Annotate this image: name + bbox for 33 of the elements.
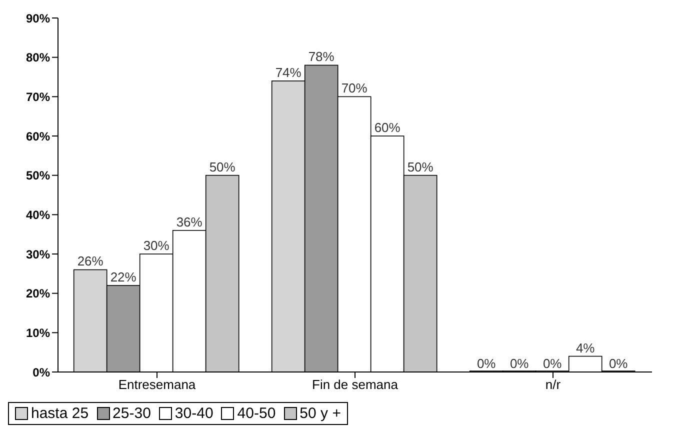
data-label: 50% <box>209 159 236 174</box>
data-label: 22% <box>110 269 137 284</box>
y-tick-label: 70% <box>26 90 50 104</box>
legend-label: hasta 25 <box>30 405 89 422</box>
data-label: 36% <box>176 214 203 230</box>
x-tick-label: n/r <box>545 377 562 392</box>
y-tick-label: 50% <box>26 168 50 183</box>
legend-label: 40-50 <box>236 405 276 422</box>
x-tick-label: Fin de semana <box>312 377 399 392</box>
y-tick-label: 0% <box>32 365 50 380</box>
data-label: 4% <box>576 340 596 356</box>
data-label: 30% <box>143 238 170 253</box>
legend-label: 30-40 <box>174 405 214 422</box>
y-tick-label: 40% <box>26 208 50 222</box>
data-label: 0% <box>608 356 628 371</box>
x-tick-label: Entresemana <box>118 377 196 392</box>
legend-label: 25-30 <box>112 405 151 422</box>
data-label: 0% <box>542 356 562 371</box>
data-label: 78% <box>308 49 335 64</box>
y-tick-label: 60% <box>26 129 50 144</box>
legend-label: 50 y + <box>298 405 341 422</box>
data-label: 60% <box>374 120 401 135</box>
data-label: 74% <box>275 64 302 80</box>
data-label: 50% <box>407 159 434 174</box>
y-tick-label: 20% <box>26 286 50 301</box>
y-tick-label: 80% <box>26 50 50 65</box>
y-tick-label: 90% <box>26 11 50 26</box>
data-label: 0% <box>510 356 530 371</box>
y-tick-label: 30% <box>26 247 50 262</box>
data-label: 26% <box>77 254 104 269</box>
data-label: 70% <box>341 80 368 96</box>
y-tick-label: 10% <box>26 326 50 340</box>
data-label: 0% <box>476 356 496 371</box>
